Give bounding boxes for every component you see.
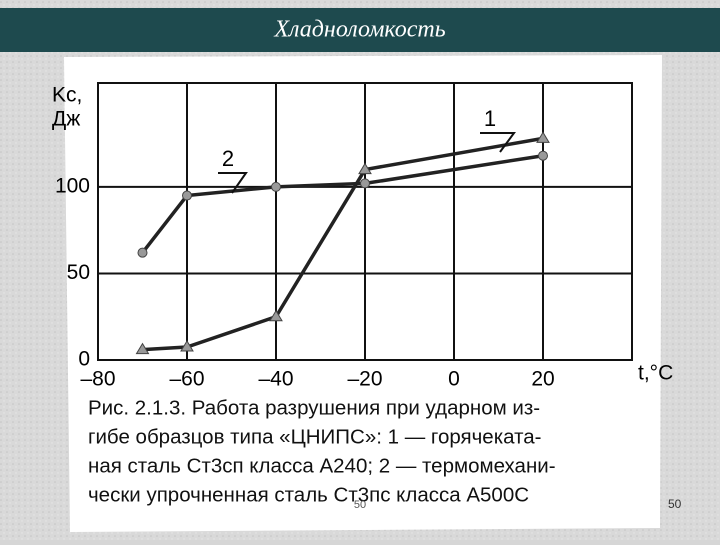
caption-line: ная сталь Ст3сп класса А240; 2 — термоме… <box>88 454 556 477</box>
x-tick-label: –60 <box>169 368 204 391</box>
slide-title: Хладноломкость <box>273 17 445 43</box>
x-tick-label: –20 <box>347 368 382 391</box>
point <box>538 150 548 161</box>
x-tick-label: –40 <box>258 368 293 391</box>
footer-number: 50 <box>354 499 366 511</box>
callout-line <box>480 132 516 153</box>
callout-line <box>218 172 248 194</box>
title-bar <box>0 8 720 52</box>
y-axis-label: Kс, <box>52 84 82 107</box>
series-label: 2 <box>222 146 234 171</box>
caption-line: Рис. 2.1.3. Работа разрушения при ударно… <box>88 396 540 419</box>
point <box>271 181 281 192</box>
point <box>358 162 372 175</box>
x-tick-label: –80 <box>80 368 115 391</box>
plot: –80 –60 –40 –20 0 20 0 50 100 Kс,Дж t,°C 1 2 Рис. 2.1… <box>52 82 673 506</box>
x-tick-label: 20 <box>531 368 554 391</box>
point <box>269 309 283 322</box>
point <box>360 178 370 189</box>
point <box>180 340 194 352</box>
y-tick-label: 100 <box>55 174 90 197</box>
caption-line: гибе образцов типа «ЦНИПС»: 1 — горячека… <box>88 425 541 448</box>
y-tick-label: 0 <box>78 348 90 371</box>
caption-line: чески упрочненная сталь Ст3пс класса А50… <box>88 483 529 506</box>
y-tick-label: 50 <box>67 261 90 284</box>
point <box>135 342 150 355</box>
y-axis-label: Дж <box>52 108 80 131</box>
point <box>536 131 550 143</box>
slide-number: 50 <box>668 497 682 511</box>
point <box>182 190 192 201</box>
x-tick-label: 0 <box>448 368 460 391</box>
x-axis-label: t,°C <box>638 362 673 385</box>
series-label: 1 <box>484 106 496 131</box>
point <box>137 247 148 258</box>
paper <box>64 55 662 532</box>
